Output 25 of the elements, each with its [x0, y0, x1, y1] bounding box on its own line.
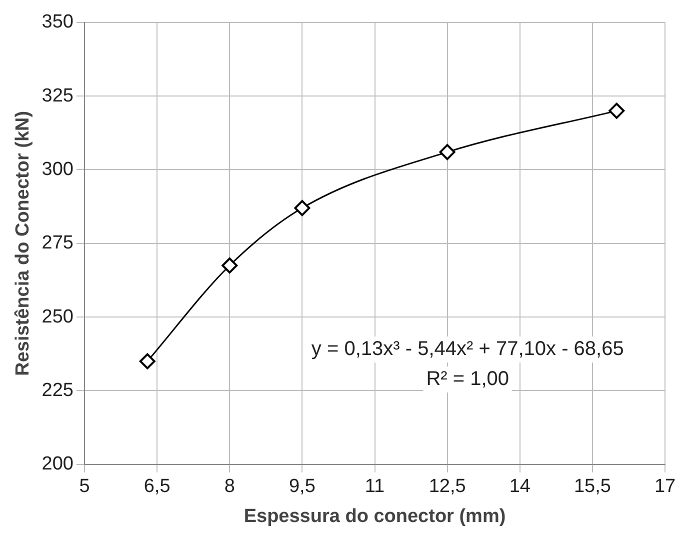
x-tick-label: 11	[364, 476, 385, 498]
y-tick-label: 275	[42, 232, 74, 254]
x-tick-label: 17	[654, 476, 676, 498]
point	[222, 258, 238, 274]
x-tick-label: 15,5	[574, 476, 611, 498]
x-tick-label: 6,5	[144, 476, 170, 498]
x-tick-label: 8	[224, 476, 235, 498]
annotation: y = 0,13x³ - 5,44x² + 77,10x - 68,65	[311, 338, 624, 360]
x-tick-label: 12,5	[428, 476, 466, 498]
annotation: R² = 1,00	[426, 368, 510, 390]
x-tick-label: 9,5	[288, 476, 316, 498]
x-tick-label: 14	[509, 476, 531, 498]
point	[139, 353, 156, 370]
x-tick-label: 5	[79, 476, 90, 498]
y-axis-title: Resistência do Conector (kN)	[12, 110, 34, 376]
point	[608, 102, 625, 119]
y-tick-label: 250	[42, 306, 74, 328]
y-tick-label: 350	[42, 12, 74, 33]
point	[439, 144, 456, 160]
y-tick-label: 200	[42, 454, 74, 475]
y-tick-label: 225	[42, 380, 74, 401]
x-axis-title: Espessura do conector (mm)	[244, 506, 506, 527]
point	[294, 200, 310, 216]
y-tick-label: 325	[42, 85, 74, 106]
y-tick-label: 300	[42, 158, 74, 180]
